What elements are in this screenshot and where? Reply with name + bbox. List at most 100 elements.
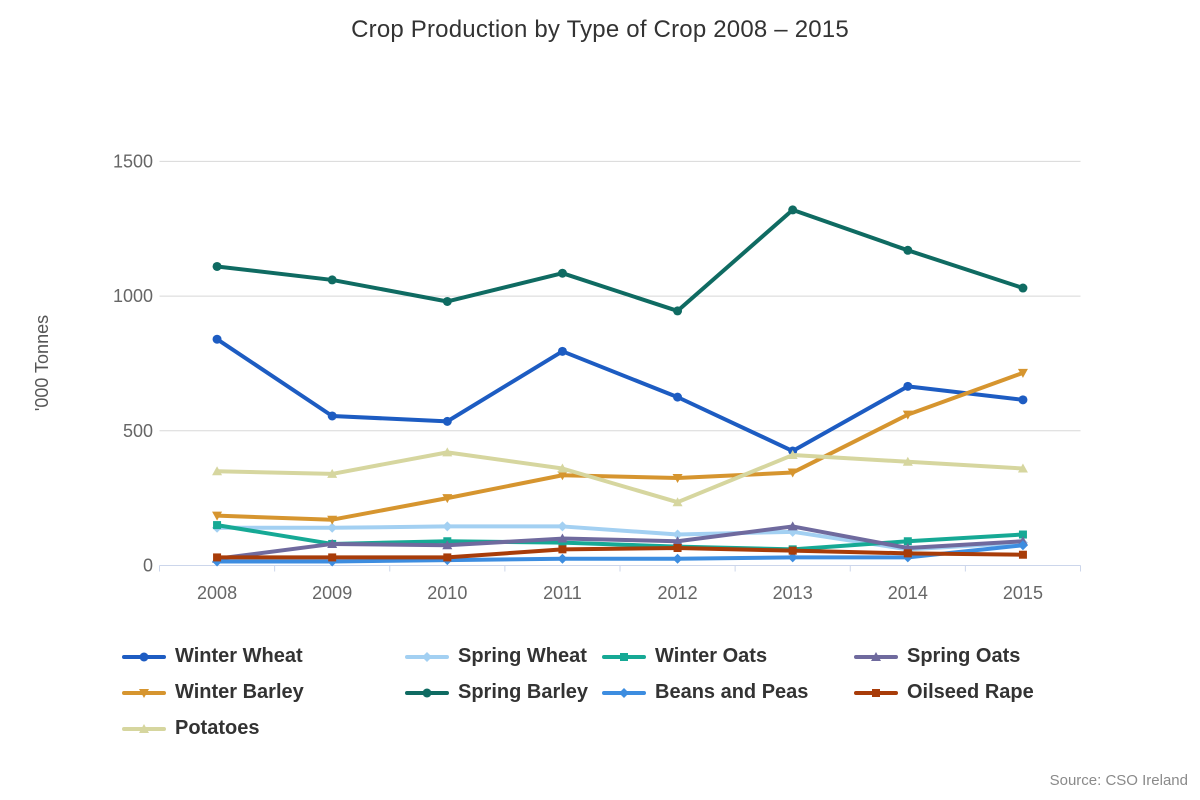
- data-point-marker[interactable]: [212, 261, 222, 271]
- x-axis-tick-label: 2010: [427, 583, 467, 603]
- data-point-marker[interactable]: [871, 651, 881, 661]
- series-line[interactable]: [215, 543, 1025, 564]
- data-point-marker[interactable]: [557, 463, 568, 473]
- data-point-marker[interactable]: [903, 245, 913, 255]
- legend-item-spring-barley[interactable]: Spring Barley: [405, 681, 602, 704]
- y-axis-tick-label: 1000: [113, 286, 153, 306]
- data-point-marker[interactable]: [672, 553, 683, 564]
- data-point-marker[interactable]: [139, 688, 149, 698]
- data-point-marker[interactable]: [139, 652, 149, 661]
- beans-and-peas-legend-marker-icon: [602, 687, 646, 698]
- x-axis-tick-label: 2009: [312, 583, 352, 603]
- data-point-marker[interactable]: [557, 471, 568, 481]
- winter-barley-legend-marker-icon: [122, 688, 166, 698]
- data-point-marker[interactable]: [903, 549, 912, 558]
- winter-wheat-legend-marker-icon: [122, 652, 166, 661]
- data-point-marker[interactable]: [788, 546, 797, 555]
- data-point-marker[interactable]: [672, 529, 683, 540]
- data-point-marker[interactable]: [557, 346, 567, 356]
- data-point-marker[interactable]: [1018, 550, 1027, 559]
- data-point-marker[interactable]: [672, 497, 683, 507]
- legend-item-winter-wheat[interactable]: Winter Wheat: [122, 645, 405, 668]
- data-point-marker[interactable]: [787, 450, 798, 460]
- legend-item-spring-wheat[interactable]: Spring Wheat: [405, 645, 602, 668]
- data-point-marker[interactable]: [558, 545, 567, 554]
- data-point-marker[interactable]: [442, 521, 453, 532]
- data-point-marker[interactable]: [787, 521, 798, 531]
- data-point-marker[interactable]: [557, 553, 568, 564]
- y-axis-title: '000 Tonnes: [32, 315, 52, 411]
- data-point-marker[interactable]: [1018, 395, 1028, 405]
- series-line[interactable]: [215, 545, 1025, 560]
- legend-item-oilseed-rape[interactable]: Oilseed Rape: [854, 681, 1170, 704]
- data-point-marker[interactable]: [213, 553, 222, 562]
- data-point-marker[interactable]: [673, 306, 683, 316]
- data-point-marker[interactable]: [787, 552, 798, 563]
- data-point-marker[interactable]: [442, 416, 452, 426]
- data-point-marker[interactable]: [443, 553, 452, 562]
- series-line[interactable]: [215, 450, 1025, 505]
- data-point-marker[interactable]: [442, 296, 452, 306]
- data-point-marker[interactable]: [557, 268, 567, 278]
- data-point-marker[interactable]: [327, 411, 337, 421]
- data-point-marker[interactable]: [872, 688, 880, 697]
- legend-item-potatoes[interactable]: Potatoes: [122, 717, 405, 740]
- legend-item-beans-and-peas[interactable]: Beans and Peas: [602, 681, 854, 704]
- spring-barley-legend-marker-icon: [405, 688, 449, 697]
- data-point-marker[interactable]: [557, 521, 568, 532]
- data-point-marker[interactable]: [672, 536, 683, 546]
- series-oilseed-rape: [213, 543, 1027, 562]
- data-point-marker[interactable]: [442, 494, 453, 504]
- data-point-marker[interactable]: [212, 334, 222, 344]
- data-point-marker[interactable]: [787, 468, 798, 478]
- data-point-marker[interactable]: [620, 652, 628, 661]
- data-point-marker[interactable]: [422, 688, 432, 697]
- series-line[interactable]: [215, 524, 1025, 561]
- legend-item-label: Winter Barley: [175, 681, 304, 703]
- data-point-marker[interactable]: [1018, 530, 1027, 539]
- data-point-marker[interactable]: [673, 543, 682, 552]
- data-point-marker[interactable]: [212, 511, 223, 521]
- legend-item-winter-barley[interactable]: Winter Barley: [122, 681, 405, 704]
- data-point-marker[interactable]: [1017, 463, 1028, 473]
- legend-item-label: Spring Barley: [458, 681, 589, 703]
- series-winter-barley: [212, 368, 1028, 525]
- data-point-marker[interactable]: [1017, 540, 1028, 551]
- legend-item-label: Spring Wheat: [458, 645, 587, 667]
- data-point-marker[interactable]: [673, 392, 683, 402]
- x-axis-tick-label: 2011: [543, 583, 582, 603]
- data-point-marker[interactable]: [327, 275, 337, 285]
- data-point-marker[interactable]: [328, 553, 337, 562]
- data-point-marker[interactable]: [327, 538, 338, 548]
- data-point-marker[interactable]: [903, 381, 913, 391]
- data-point-marker[interactable]: [1018, 283, 1028, 293]
- data-point-marker[interactable]: [672, 473, 683, 483]
- x-axis-tick-label: 2013: [773, 583, 813, 603]
- series-line[interactable]: [215, 337, 1025, 454]
- legend-item-spring-oats[interactable]: Spring Oats: [854, 645, 1170, 668]
- data-point-marker[interactable]: [902, 456, 913, 466]
- data-point-marker[interactable]: [442, 540, 453, 550]
- data-point-marker[interactable]: [557, 533, 568, 543]
- data-point-marker[interactable]: [422, 651, 432, 662]
- data-point-marker[interactable]: [327, 522, 338, 533]
- x-axis-tick-label: 2015: [1003, 583, 1043, 603]
- data-point-marker[interactable]: [558, 538, 567, 547]
- data-point-marker[interactable]: [327, 468, 338, 478]
- data-point-marker[interactable]: [139, 723, 149, 733]
- data-point-marker[interactable]: [619, 687, 629, 698]
- series-line[interactable]: [215, 370, 1025, 522]
- data-point-marker[interactable]: [788, 205, 798, 215]
- data-point-marker[interactable]: [213, 521, 222, 530]
- data-point-marker[interactable]: [212, 466, 223, 476]
- data-point-marker[interactable]: [902, 410, 913, 420]
- data-point-marker[interactable]: [1017, 368, 1028, 378]
- data-point-marker[interactable]: [327, 515, 338, 525]
- legend: Winter Wheat Spring Wheat Winter Oats Sprin…: [122, 645, 1170, 740]
- spring-oats-legend-marker-icon: [854, 651, 898, 661]
- legend-item-winter-oats[interactable]: Winter Oats: [602, 645, 854, 668]
- data-point-marker[interactable]: [442, 447, 453, 457]
- data-point-marker[interactable]: [903, 537, 912, 546]
- series-line[interactable]: [215, 207, 1025, 313]
